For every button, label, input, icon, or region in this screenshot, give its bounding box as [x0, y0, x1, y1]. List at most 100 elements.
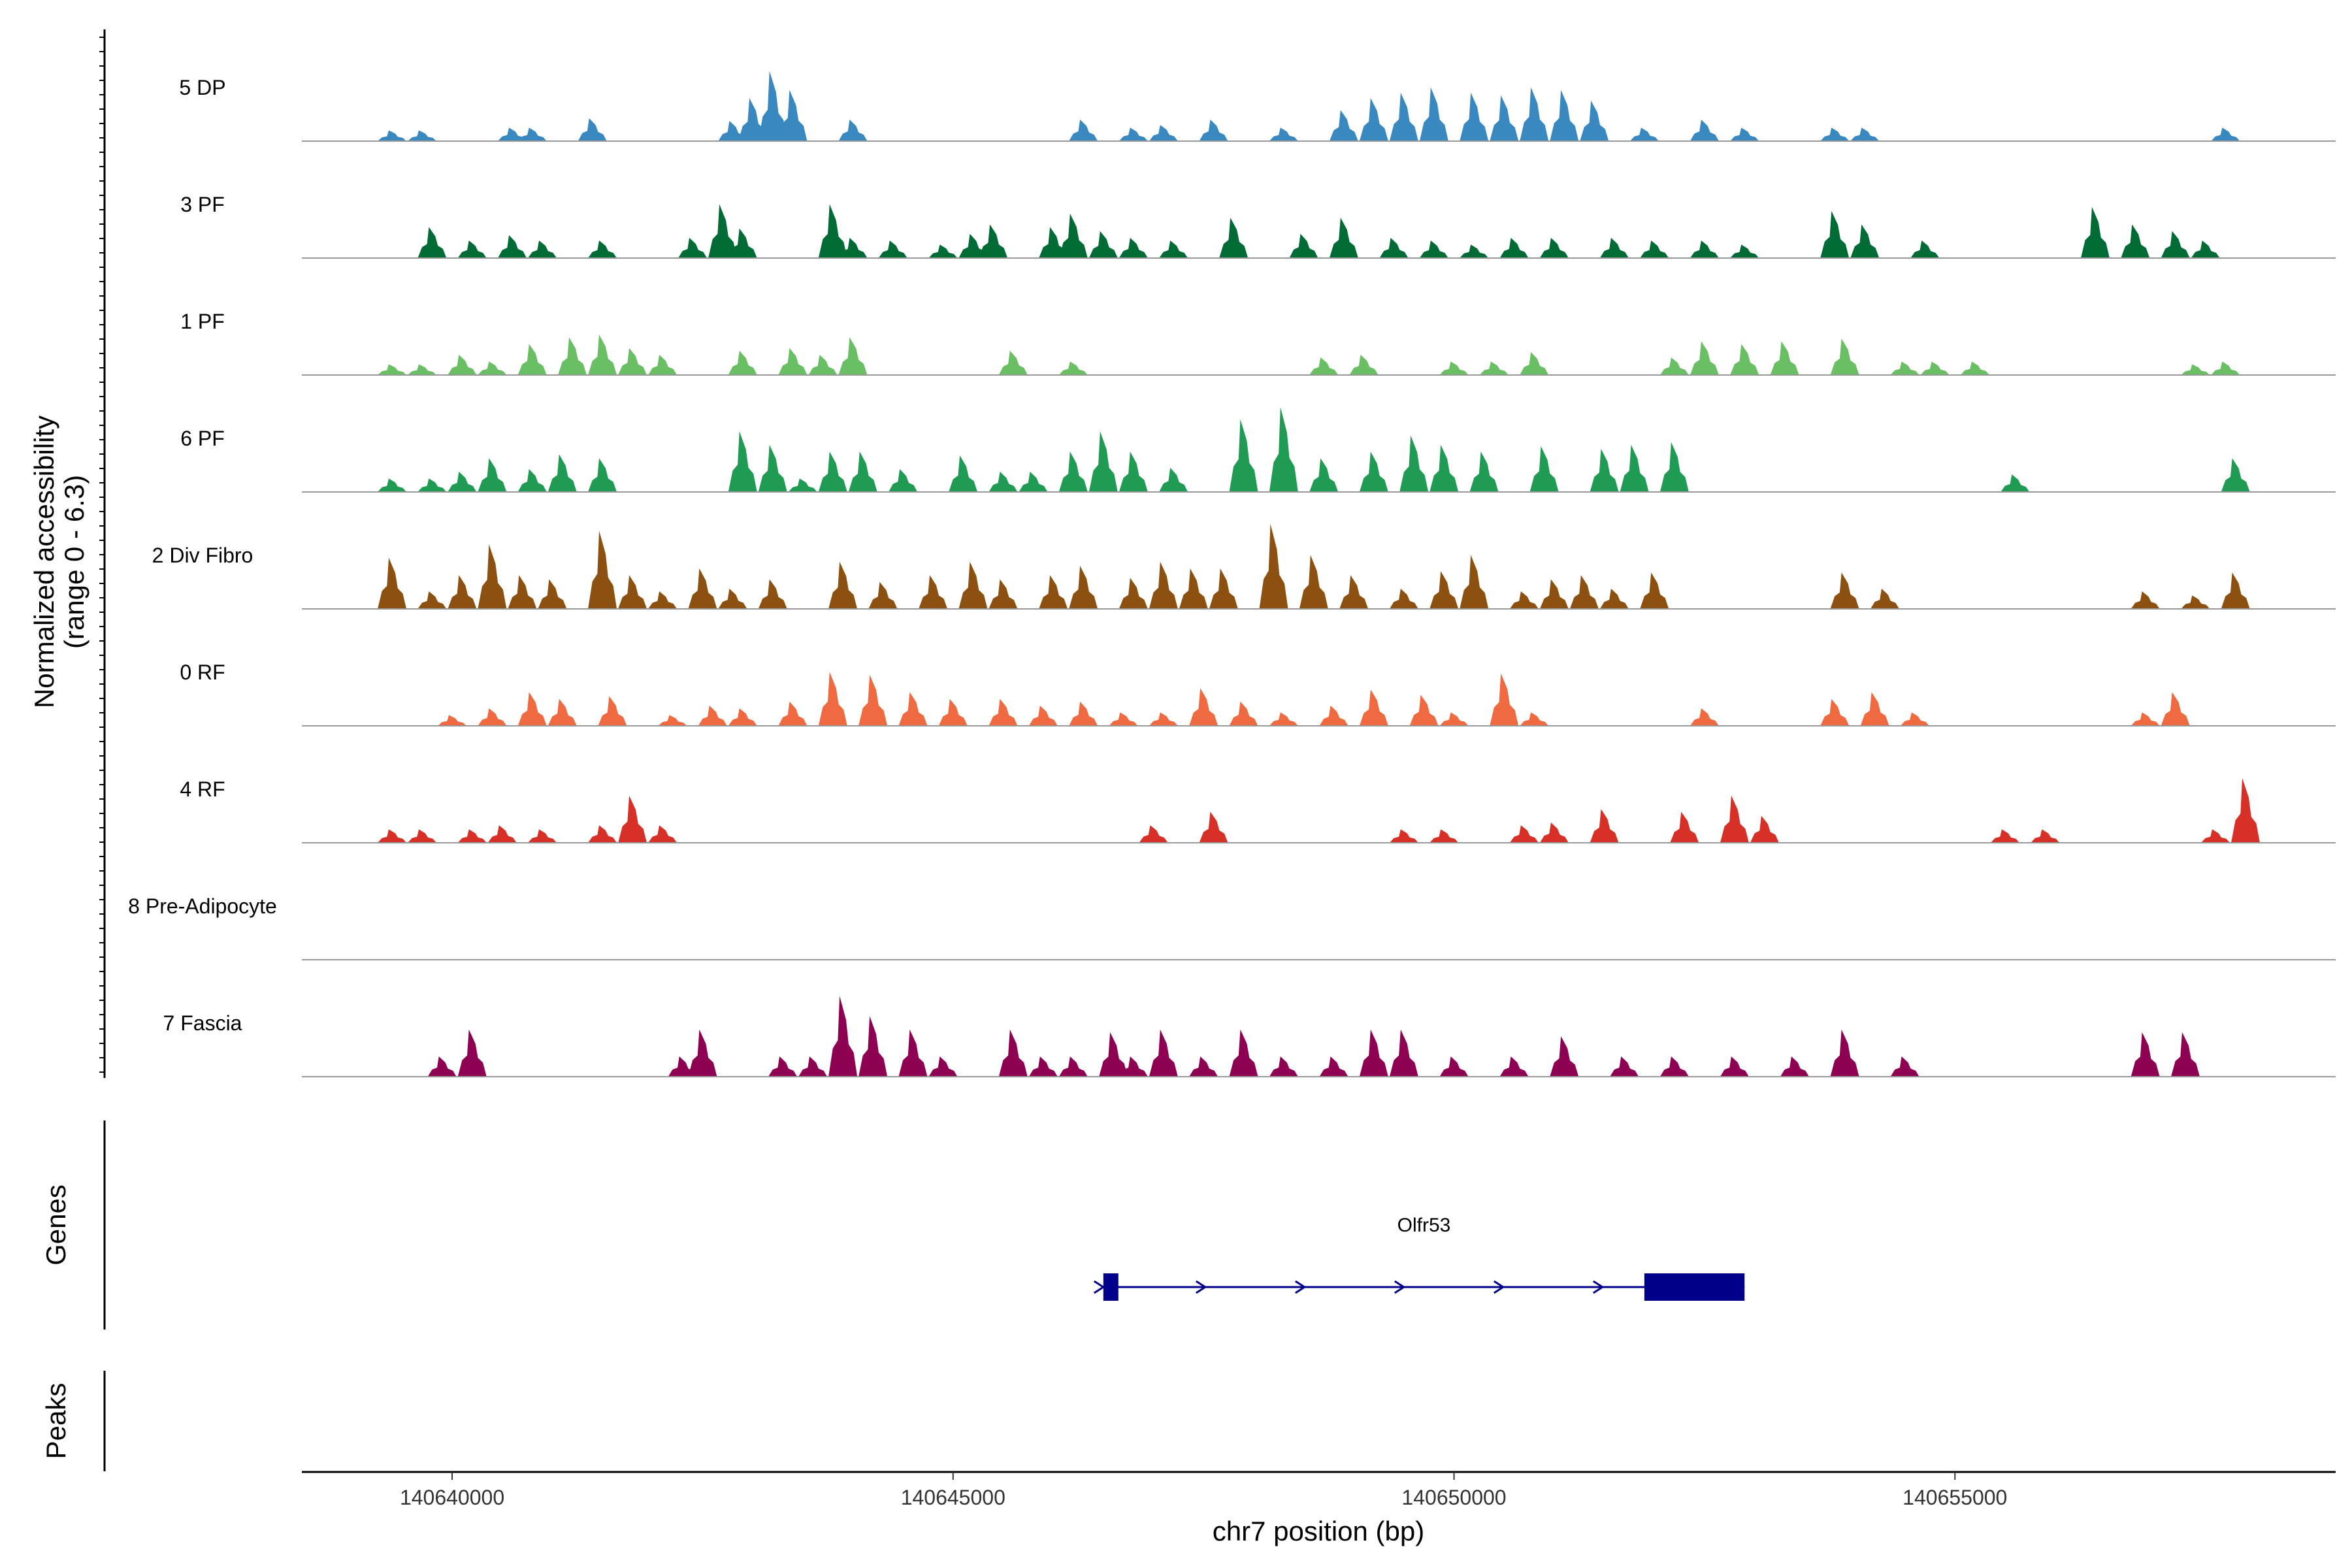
track-label: 8 Pre-Adipocyte [128, 894, 277, 918]
accessibility-peak [1599, 589, 1629, 609]
accessibility-peak [478, 708, 507, 726]
accessibility-peak [1229, 701, 1258, 726]
accessibility-peak [798, 1056, 828, 1077]
accessibility-peak [1209, 568, 1238, 609]
track-3-pf: 3 PF [180, 193, 2336, 259]
accessibility-peak [1359, 451, 1388, 492]
accessibility-peak [1069, 701, 1098, 726]
accessibility-peak [1439, 1056, 1469, 1077]
accessibility-peak [758, 71, 787, 141]
accessibility-peak [1119, 578, 1148, 609]
accessibility-peak [1460, 92, 1489, 141]
accessibility-peak [1690, 240, 1719, 258]
accessibility-peak [949, 455, 978, 492]
track-5-dp: 5 DP [179, 71, 2336, 142]
accessibility-peak [1920, 361, 1950, 375]
accessibility-peak [2181, 364, 2210, 375]
accessibility-peak [1620, 444, 1649, 492]
accessibility-peak [1890, 361, 1919, 375]
accessibility-peak [1019, 472, 1048, 492]
y-axis-title-line1: Normalized accessibility [29, 416, 59, 708]
accessibility-peak [1229, 419, 1258, 492]
accessibility-peak [1039, 227, 1068, 258]
accessibility-peak [1189, 688, 1218, 726]
accessibility-peak [1058, 1056, 1088, 1077]
x-tick-label: 140640000 [400, 1486, 504, 1509]
accessibility-peak [1058, 451, 1088, 492]
accessibility-peak [618, 575, 647, 609]
track-7-fascia: 7 Fascia [163, 996, 2336, 1077]
accessibility-peak [1690, 119, 1719, 141]
accessibility-peak [1490, 95, 1519, 141]
accessibility-peak [1629, 127, 1659, 141]
accessibility-peak [1389, 589, 1418, 609]
x-tick-label: 140655000 [1903, 1486, 2007, 1509]
accessibility-peak [828, 561, 858, 609]
accessibility-peak [1610, 1056, 1639, 1077]
accessibility-peak [858, 674, 888, 726]
accessibility-peak [578, 118, 607, 141]
accessibility-peak [558, 337, 587, 375]
accessibility-peak [778, 90, 808, 141]
accessibility-peak [517, 468, 547, 492]
gene-name-label: Olfr53 [1397, 1215, 1451, 1236]
accessibility-peak [417, 227, 447, 258]
accessibility-peak [417, 591, 447, 609]
accessibility-peak [538, 579, 567, 609]
accessibility-peak [838, 337, 868, 375]
accessibility-peak [1088, 231, 1118, 258]
accessibility-peak [1690, 708, 1719, 726]
accessibility-peak [838, 238, 868, 258]
accessibility-peak [698, 706, 727, 726]
genes-track-title: Genes [41, 1184, 71, 1266]
accessibility-peak [1069, 119, 1098, 141]
accessibility-peak [1269, 1056, 1298, 1077]
accessibility-peak [878, 240, 907, 258]
accessibility-peak [2170, 1032, 2200, 1077]
accessibility-peak [547, 454, 577, 492]
accessibility-peak [2121, 224, 2150, 258]
accessibility-peak [1429, 571, 1459, 609]
accessibility-peak [1460, 244, 1489, 258]
accessibility-peak [1720, 1056, 1749, 1077]
accessibility-peak [1219, 218, 1249, 258]
accessibility-peak [1409, 694, 1439, 726]
accessibility-peak [938, 698, 968, 726]
accessibility-peak [378, 364, 407, 375]
accessibility-peak [2211, 361, 2240, 375]
accessibility-peak [1520, 351, 1549, 375]
accessibility-peak [1149, 125, 1178, 141]
accessibility-peak [1990, 829, 2019, 843]
peaks-track-title: Peaks [41, 1383, 71, 1460]
accessibility-peak [1149, 561, 1178, 609]
accessibility-peak [528, 829, 557, 843]
x-axis-title: chr7 position (bp) [1213, 1516, 1425, 1546]
accessibility-peak [1509, 825, 1539, 843]
accessibility-peak [498, 235, 527, 258]
accessibility-peak [1499, 1056, 1529, 1077]
accessibility-peak [1499, 238, 1529, 258]
accessibility-peak [2131, 712, 2160, 726]
accessibility-peak [1119, 451, 1148, 492]
accessibility-peak [1659, 1056, 1689, 1077]
accessibility-peak [417, 478, 447, 492]
accessibility-peak [1659, 442, 1689, 492]
accessibility-peak [778, 348, 808, 375]
accessibility-peak [988, 472, 1018, 492]
accessibility-peak [1830, 338, 1859, 375]
accessibility-peak [1870, 589, 1899, 609]
accessibility-peak [1730, 244, 1759, 258]
track-6-pf: 6 PF [180, 407, 2336, 493]
accessibility-peak [1590, 809, 1619, 843]
accessibility-peak [1289, 233, 1318, 258]
accessibility-peak [1520, 712, 1549, 726]
accessibility-peak [2200, 829, 2230, 843]
accessibility-peak [1088, 431, 1118, 492]
accessibility-peak [618, 348, 647, 375]
accessibility-peak [1199, 119, 1228, 141]
accessibility-peak [1028, 706, 1058, 726]
track-2-div-fibro: 2 Div Fibro [152, 524, 2336, 610]
accessibility-peak [1539, 579, 1569, 609]
accessibility-peak [1730, 344, 1759, 375]
